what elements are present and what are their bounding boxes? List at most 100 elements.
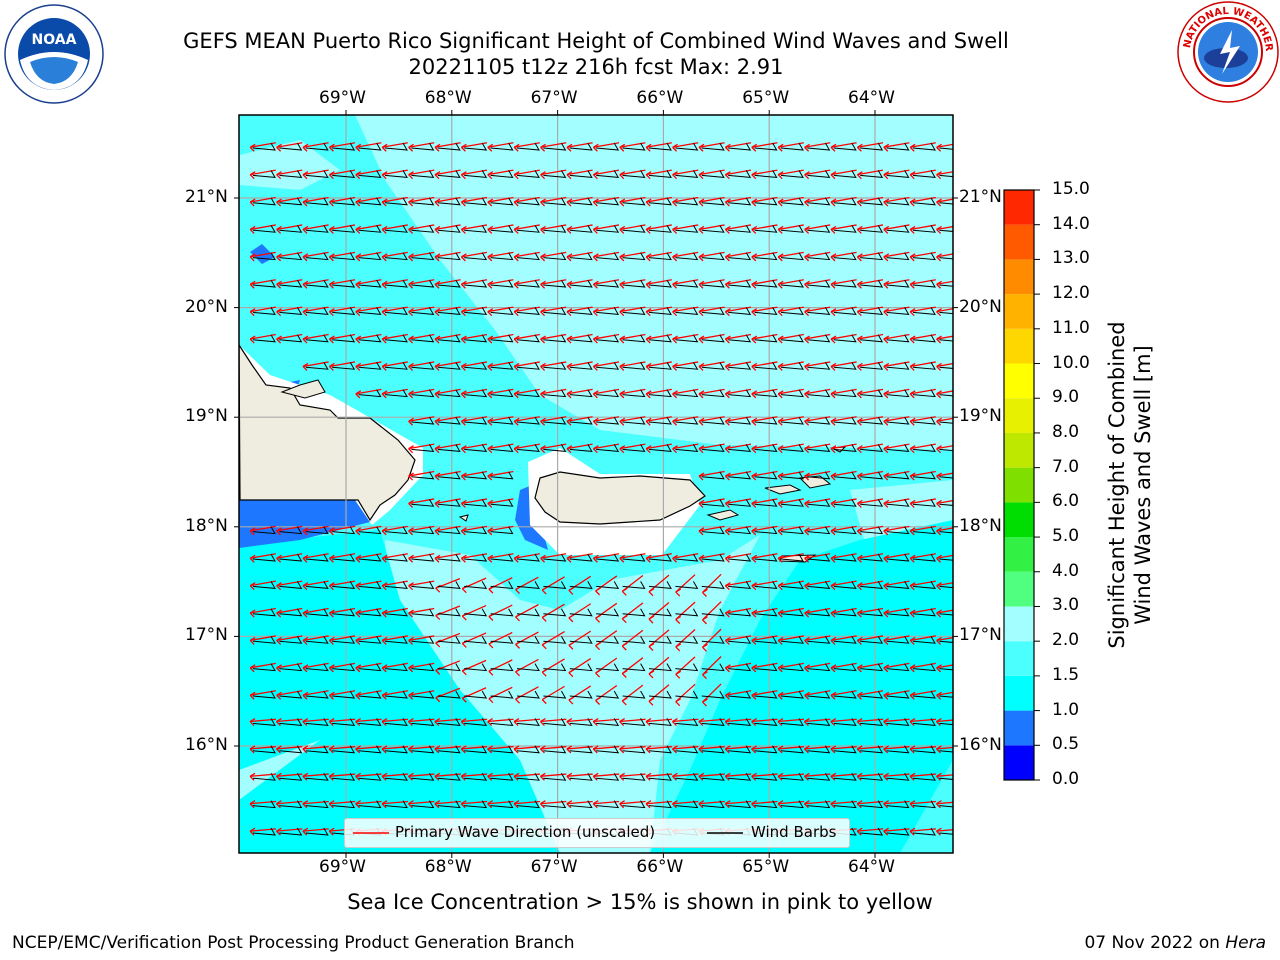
wind-barb [569,745,593,754]
wave-arrow-head [698,225,705,234]
wind-barb [305,224,329,233]
wind-barb [648,252,672,261]
wave-arrow-head [751,582,758,591]
wind-barb [648,772,672,781]
wind-barb [860,772,884,781]
wave-arrow-head [648,670,655,679]
wave-arrow-head [671,717,678,726]
wave-arrow-head [595,669,601,678]
wind-barb [279,170,303,178]
wind-barb [754,142,778,151]
wave-arrow-head [804,582,810,591]
colorbar-segment [1004,571,1034,607]
wind-barb [833,471,857,480]
wave-arrow-head [302,143,309,152]
wind-barb [437,416,461,425]
wind-barb [516,170,540,178]
wave-arrow-head [702,588,708,597]
wave-arrow-head [830,143,837,152]
wave-arrow-head [724,691,731,700]
wind-barb [252,690,276,699]
wind-barb [860,498,884,507]
wave-arrow-head [381,554,388,563]
wave-arrow-head [883,582,890,591]
wind-barb [490,361,514,370]
wave-arrow-head [619,362,626,371]
wind-barb [886,142,910,151]
wind-barb [860,581,884,589]
wave-arrow-head [751,527,758,536]
wind-barb [886,745,910,754]
wind-barb [728,718,752,726]
wave-arrow-head [645,417,652,426]
wind-barb [622,361,646,370]
wind-barb [622,608,646,617]
wave-arrow-head [541,668,548,677]
wind-barb [279,553,303,562]
wave-arrow-head [830,609,837,618]
wave-arrow-head [249,717,256,726]
wave-arrow-head [883,499,890,508]
wind-barb [675,170,699,178]
wind-barb [543,444,567,452]
lon-tick-bottom: 67°W [530,857,578,877]
wind-barb [833,142,857,151]
wind-barb [332,553,356,562]
wind-barb [437,800,461,809]
wind-barb [780,444,804,452]
wind-barb [780,553,804,562]
wind-barb [384,334,408,343]
wind-barb [807,334,831,343]
wave-arrow-head [381,253,388,262]
wave-arrow-head [724,636,731,645]
wind-barb [754,745,778,754]
wave-arrow-head [408,445,414,454]
wave-arrow-head [302,827,309,836]
wind-barb [516,252,540,261]
wave-arrow-head [777,717,784,726]
wind-barb [384,279,408,288]
wind-barb [543,553,567,562]
wave-arrow-head [566,335,573,344]
wave-arrow-head [540,362,546,371]
wave-arrow-head [804,198,810,207]
lat-tick-right: 18°N [959,515,1002,536]
wave-arrow-head [408,582,414,591]
wind-barb [780,416,804,425]
wave-arrow-head [856,280,863,289]
legend-primary-label: Primary Wave Direction (unscaled) [395,823,656,841]
wave-arrow-head [541,586,548,595]
wave-arrow-head [751,745,757,754]
wind-barb [305,772,329,781]
wind-barb [305,170,329,178]
colorbar-tick-label: 7.0 [1052,456,1080,477]
wave-arrow-head [751,717,757,726]
wave-arrow-head [249,827,256,836]
wind-barb [833,526,857,535]
wave-direction-arrow [936,225,953,231]
wind-barb [780,389,804,398]
wave-arrow-head [936,198,942,207]
wave-arrow-head [434,800,441,809]
wave-arrow-head [804,171,810,180]
lat-tick-left: 16°N [185,735,228,755]
wind-barb [516,608,540,617]
wind-barb [912,279,936,288]
wave-arrow-head [592,745,599,754]
wind-barb [939,558,953,561]
wind-barb [596,197,620,206]
wind-barb [543,635,567,644]
wave-arrow-head [724,472,731,481]
wave-arrow-head [566,772,573,781]
wind-barb [675,307,699,315]
lon-tick-top: 68°W [424,88,472,108]
wind-barb [648,635,672,644]
wave-arrow-head [830,417,837,426]
wave-arrow-head [381,772,388,781]
wave-arrow-head [381,609,388,618]
wave-arrow-head [804,636,810,645]
wind-barb [279,142,303,151]
wind-barb [384,772,408,781]
wave-arrow-head [592,225,599,234]
wind-barb [384,663,408,672]
